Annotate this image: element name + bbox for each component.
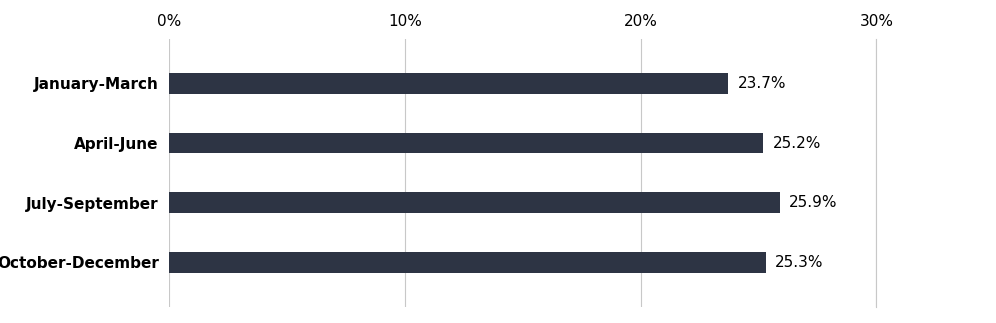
Bar	[169, 252, 766, 273]
Bar	[169, 73, 728, 94]
Text: 25.9%: 25.9%	[789, 195, 838, 210]
Text: 25.3%: 25.3%	[775, 255, 824, 270]
Bar	[169, 133, 763, 153]
Text: 25.2%: 25.2%	[773, 136, 821, 151]
Bar	[169, 192, 780, 213]
Text: 23.7%: 23.7%	[737, 76, 786, 91]
